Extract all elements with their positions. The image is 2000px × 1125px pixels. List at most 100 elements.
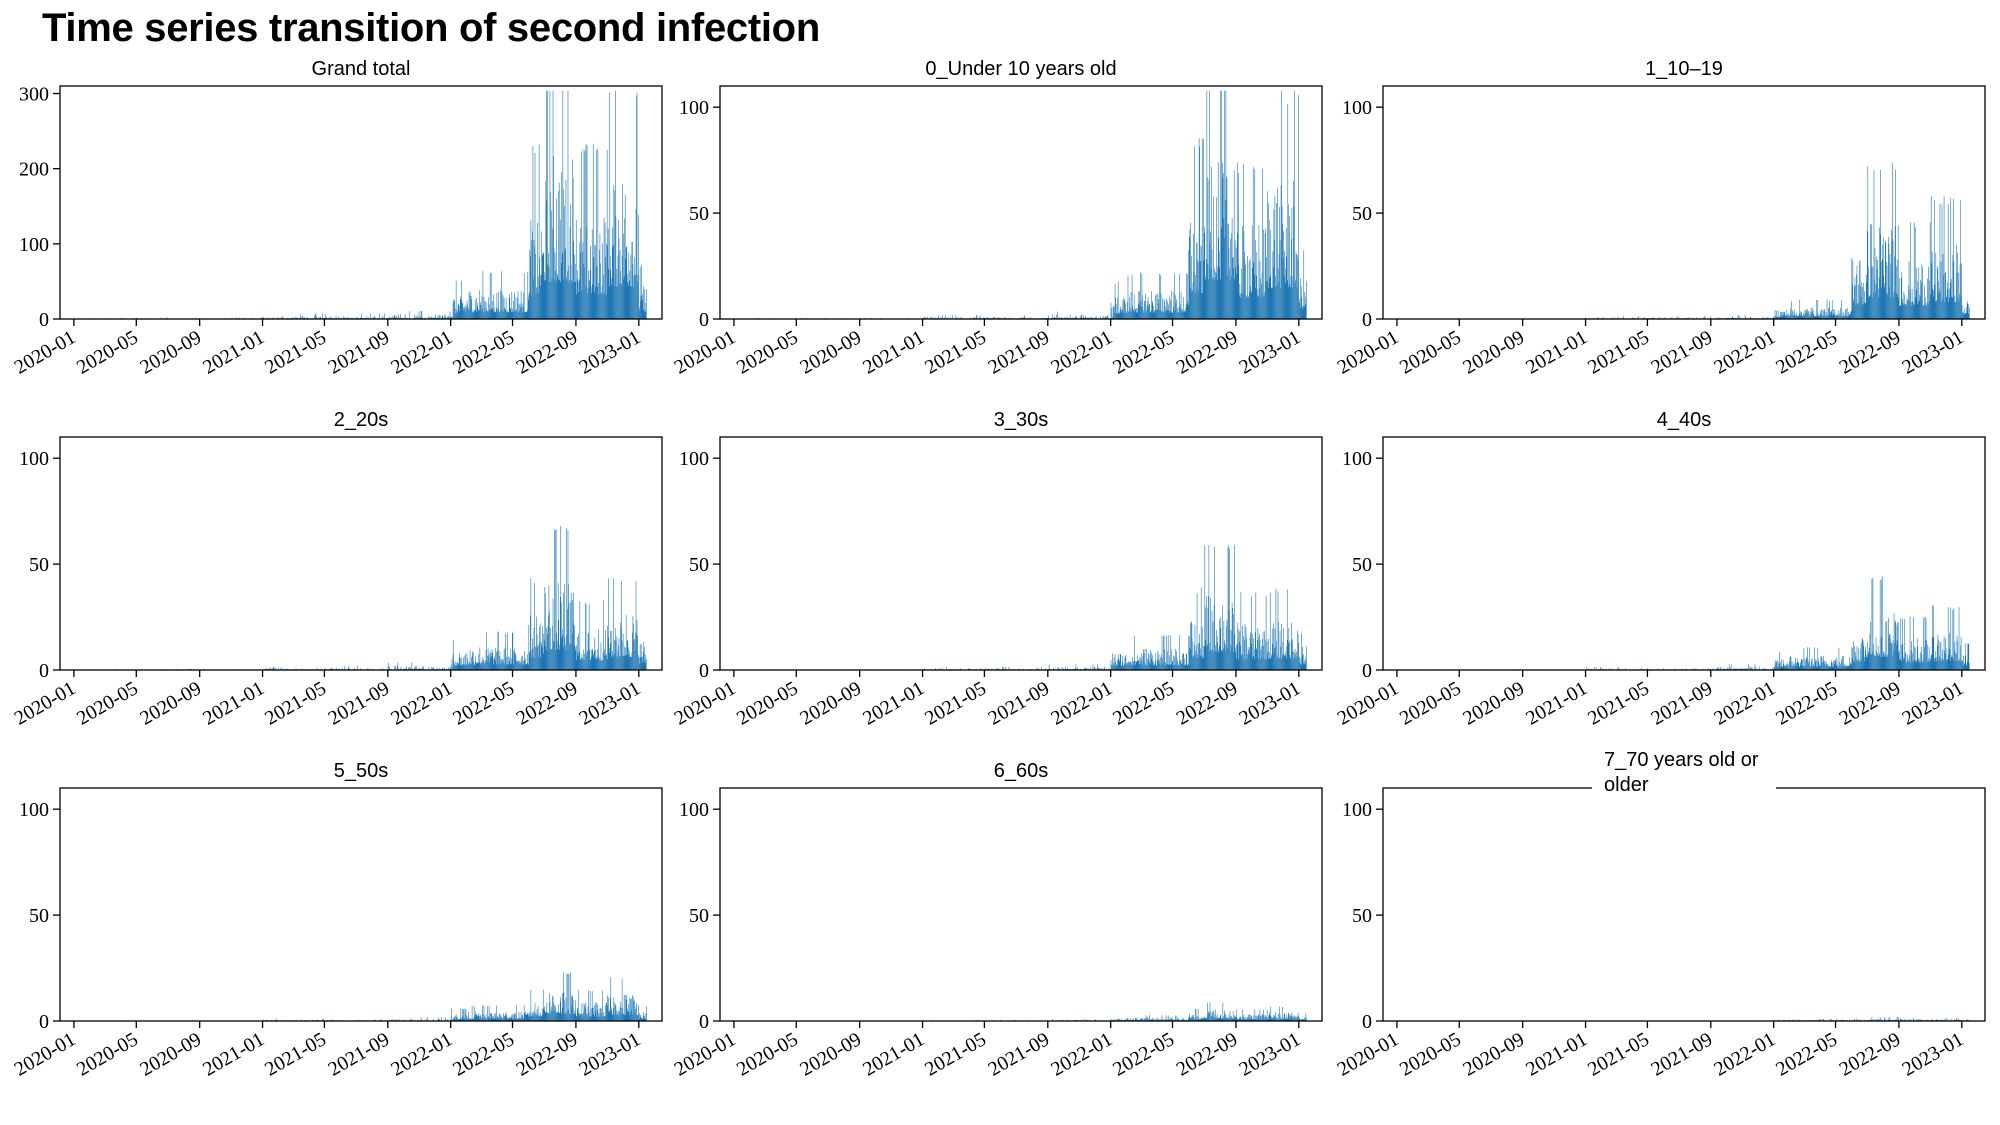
bar	[569, 227, 571, 319]
bar	[1156, 665, 1158, 670]
bar	[551, 277, 553, 319]
bar	[1820, 313, 1821, 319]
bar	[603, 275, 604, 319]
bar	[1096, 316, 1097, 319]
bar	[579, 651, 580, 670]
bar	[1804, 666, 1805, 670]
bar	[1802, 665, 1804, 670]
bar	[1171, 312, 1173, 319]
bar	[1287, 639, 1289, 670]
bar	[1297, 630, 1298, 670]
bar	[1859, 661, 1861, 670]
bar	[553, 640, 554, 670]
bar	[545, 279, 546, 319]
bar	[476, 661, 478, 670]
bar	[613, 578, 614, 670]
bar	[279, 317, 281, 319]
bar	[523, 664, 524, 670]
bar	[566, 280, 568, 319]
bar	[1234, 544, 1235, 670]
bar	[1792, 311, 1794, 319]
bar	[1266, 659, 1267, 670]
bar	[616, 286, 617, 319]
bar	[1787, 666, 1788, 670]
bar	[555, 281, 557, 319]
bar	[503, 659, 504, 670]
bar	[1151, 302, 1153, 319]
bar	[488, 310, 490, 319]
bar	[1780, 661, 1781, 670]
bar	[1061, 317, 1062, 319]
bar	[1195, 657, 1197, 670]
x-tick-label: 2022-05	[1772, 326, 1841, 378]
bar	[1246, 297, 1248, 319]
bar	[1289, 641, 1291, 670]
bar	[469, 661, 470, 670]
bar	[1193, 271, 1195, 319]
bar	[1281, 641, 1283, 670]
bar	[1120, 312, 1122, 319]
bar	[455, 665, 457, 670]
bar	[644, 311, 646, 319]
bar	[1968, 304, 1970, 319]
bar	[1261, 284, 1262, 319]
bar	[1848, 666, 1850, 670]
bar	[1048, 315, 1049, 319]
bar	[522, 312, 523, 319]
bar	[1301, 655, 1303, 670]
bar	[1259, 633, 1260, 670]
bar	[1924, 616, 1926, 670]
bar	[522, 306, 524, 319]
bar	[1811, 658, 1813, 670]
bar	[1220, 627, 1222, 670]
bar	[1208, 545, 1210, 670]
bar	[361, 313, 362, 319]
bar	[550, 627, 551, 670]
bar	[1251, 225, 1253, 319]
bar	[1783, 664, 1785, 670]
bar	[1833, 314, 1835, 319]
bar	[1294, 648, 1296, 670]
bar	[1199, 246, 1201, 319]
bar	[1871, 578, 1873, 670]
bar	[478, 663, 479, 670]
bar	[1790, 308, 1791, 319]
bar	[435, 314, 436, 319]
bar	[1115, 662, 1116, 670]
bar	[1270, 229, 1272, 319]
bar	[450, 664, 452, 670]
bar	[1114, 283, 1116, 319]
bar	[629, 650, 630, 670]
bar	[1864, 656, 1865, 670]
bar	[560, 526, 562, 670]
bar	[596, 149, 597, 319]
bar	[623, 655, 624, 670]
bar	[1807, 659, 1809, 670]
bar	[1886, 620, 1888, 670]
bar	[1285, 228, 1287, 319]
bar	[1276, 658, 1278, 670]
bar	[1815, 666, 1817, 670]
bar	[1224, 643, 1226, 670]
bar	[1826, 664, 1828, 670]
bar	[586, 145, 588, 319]
bar	[1301, 309, 1303, 319]
bar	[601, 293, 602, 319]
bar	[1158, 298, 1159, 319]
bar	[315, 313, 317, 319]
bar	[1780, 666, 1782, 670]
bar	[546, 649, 548, 670]
bar	[1919, 294, 1920, 319]
bar	[938, 315, 939, 319]
y-tick-label: 100	[679, 97, 709, 119]
bar	[480, 662, 482, 670]
bar	[476, 663, 478, 670]
y-tick-label: 50	[689, 554, 709, 576]
bar	[1075, 316, 1076, 319]
bar	[605, 257, 606, 319]
bar	[1218, 646, 1220, 670]
bar	[1167, 301, 1168, 319]
bar	[514, 309, 516, 319]
bar	[1845, 665, 1847, 670]
bar	[1144, 301, 1146, 319]
